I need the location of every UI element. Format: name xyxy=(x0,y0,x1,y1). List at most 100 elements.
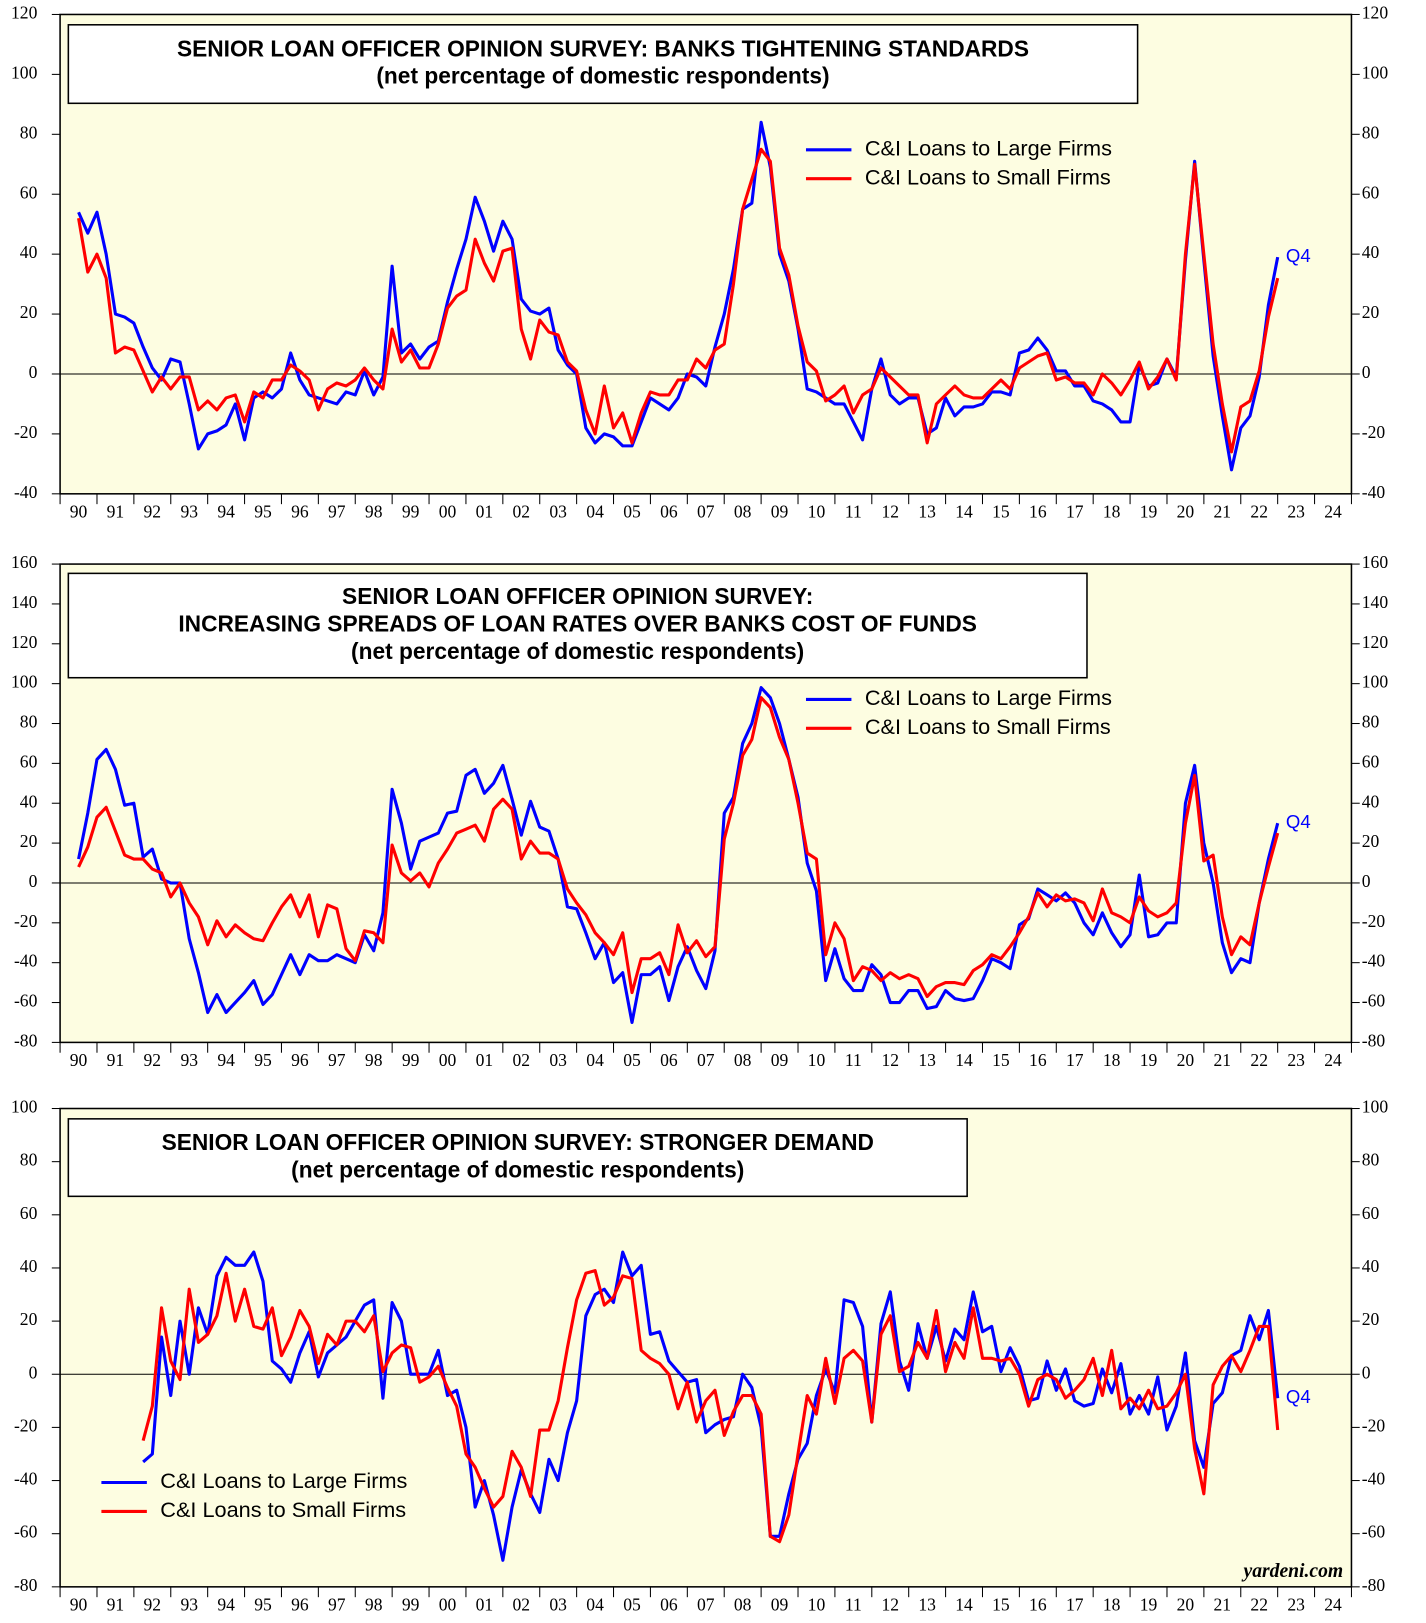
x-tick-label: 24 xyxy=(1324,501,1342,521)
chart-title: (net percentage of domestic respondents) xyxy=(351,638,804,664)
plot-frame xyxy=(59,13,1353,495)
y2-tick-label: 20 xyxy=(1362,302,1380,322)
x-tick-label: 97 xyxy=(328,1595,346,1615)
y-tick-label: -60 xyxy=(14,1522,38,1542)
y2-tick-label: 160 xyxy=(1362,552,1389,572)
x-tick-label: 16 xyxy=(1029,1595,1047,1615)
x-tick-label: 95 xyxy=(254,501,272,521)
x-tick-label: 10 xyxy=(808,1050,826,1070)
x-tick-label: 05 xyxy=(623,1050,641,1070)
title-box xyxy=(67,1118,968,1198)
x-tick-label: 96 xyxy=(291,1050,309,1070)
y2-tick-label: 0 xyxy=(1362,362,1371,382)
y-tick-label: 20 xyxy=(20,302,38,322)
y-tick-label: 60 xyxy=(20,1203,38,1223)
y2-tick-label: -20 xyxy=(1362,911,1386,931)
y-tick-label: -20 xyxy=(14,1415,38,1435)
x-tick-label: 93 xyxy=(180,501,198,521)
y-tick-label: 100 xyxy=(11,672,38,692)
x-tick-label: 02 xyxy=(513,501,531,521)
y-tick-label: 80 xyxy=(20,1150,38,1170)
chart-title: SENIOR LOAN OFFICER OPINION SURVEY: STRO… xyxy=(162,1129,874,1155)
x-tick-label: 23 xyxy=(1287,501,1305,521)
x-tick-label: 08 xyxy=(734,1050,752,1070)
x-tick-label: 05 xyxy=(623,501,641,521)
x-tick-label: 97 xyxy=(328,1050,346,1070)
legend-label: C&I Loans to Small Firms xyxy=(865,164,1111,189)
x-tick-label: 92 xyxy=(144,1595,162,1615)
x-tick-label: 12 xyxy=(881,1595,899,1615)
series-line xyxy=(77,147,1280,454)
x-tick-label: 98 xyxy=(365,1595,383,1615)
x-tick-label: 94 xyxy=(217,1050,235,1070)
y2-tick-label: -40 xyxy=(1362,951,1386,971)
x-tick-label: 12 xyxy=(881,501,899,521)
x-tick-label: 96 xyxy=(291,1595,309,1615)
x-tick-label: 92 xyxy=(144,1050,162,1070)
x-tick-label: 03 xyxy=(549,1050,567,1070)
x-tick-label: 24 xyxy=(1324,1595,1342,1615)
y-tick-label: 80 xyxy=(20,712,38,732)
x-tick-label: 06 xyxy=(660,501,678,521)
source: yardeni.com xyxy=(1242,1561,1344,1582)
x-tick-label: 09 xyxy=(771,1595,789,1615)
y-tick-label: 0 xyxy=(29,362,38,382)
x-tick-label: 98 xyxy=(365,1050,383,1070)
y2-tick-label: 0 xyxy=(1362,871,1371,891)
x-tick-label: 94 xyxy=(217,501,235,521)
x-tick-label: 15 xyxy=(992,1050,1010,1070)
x-tick-label: 99 xyxy=(402,501,420,521)
x-tick-label: 15 xyxy=(992,501,1010,521)
x-tick-label: 10 xyxy=(808,1595,826,1615)
y2-tick-label: 40 xyxy=(1362,242,1380,262)
x-tick-label: 20 xyxy=(1177,1595,1195,1615)
y2-tick-label: 80 xyxy=(1362,122,1380,142)
x-tick-label: 19 xyxy=(1140,1595,1158,1615)
y2-tick-label: 140 xyxy=(1362,592,1389,612)
x-tick-label: 21 xyxy=(1214,501,1232,521)
y2-tick-label: 80 xyxy=(1362,712,1380,732)
x-tick-label: 00 xyxy=(439,1595,457,1615)
x-tick-label: 20 xyxy=(1177,1050,1195,1070)
x-tick-label: 23 xyxy=(1287,1595,1305,1615)
y-tick-label: 100 xyxy=(11,1097,38,1117)
y2-tick-label: -40 xyxy=(1362,1469,1386,1489)
y2-tick-label: 80 xyxy=(1362,1150,1380,1170)
y-tick-label: 60 xyxy=(20,751,38,771)
y-tick-label: 160 xyxy=(11,552,38,572)
legend-label: C&I Loans to Small Firms xyxy=(160,1497,406,1522)
x-tick-label: 95 xyxy=(254,1595,272,1615)
x-tick-label: 08 xyxy=(734,1595,752,1615)
x-tick-label: 09 xyxy=(771,1050,789,1070)
y2-tick-label: 40 xyxy=(1362,791,1380,811)
x-tick-label: 03 xyxy=(549,1595,567,1615)
x-tick-label: 01 xyxy=(476,1050,494,1070)
y-tick-label: 0 xyxy=(29,1362,38,1382)
x-tick-label: 01 xyxy=(476,501,494,521)
y2-tick-label: -80 xyxy=(1362,1575,1386,1595)
x-tick-label: 11 xyxy=(845,1595,862,1615)
legend-label: C&I Loans to Large Firms xyxy=(865,685,1112,710)
x-tick-label: 96 xyxy=(291,501,309,521)
annotation: Q4 xyxy=(1286,1386,1311,1407)
y2-tick-label: 40 xyxy=(1362,1256,1380,1276)
series-line xyxy=(77,686,1280,1025)
y-tick-label: -60 xyxy=(14,991,38,1011)
y-tick-label: 20 xyxy=(20,831,38,851)
y2-tick-label: -80 xyxy=(1362,1030,1386,1050)
x-tick-label: 17 xyxy=(1066,1050,1084,1070)
series-line xyxy=(77,120,1280,472)
series-line xyxy=(77,696,1280,999)
x-tick-label: 24 xyxy=(1324,1050,1342,1070)
y2-tick-label: 120 xyxy=(1362,632,1389,652)
x-tick-label: 13 xyxy=(918,1595,936,1615)
y-tick-label: 140 xyxy=(11,592,38,612)
y2-tick-label: 0 xyxy=(1362,1362,1371,1382)
y-tick-label: -20 xyxy=(14,422,38,442)
y-tick-label: -80 xyxy=(14,1030,38,1050)
y-tick-label: -40 xyxy=(14,951,38,971)
x-tick-label: 91 xyxy=(107,1050,125,1070)
y-tick-label: 20 xyxy=(20,1309,38,1329)
x-tick-label: 11 xyxy=(845,501,862,521)
